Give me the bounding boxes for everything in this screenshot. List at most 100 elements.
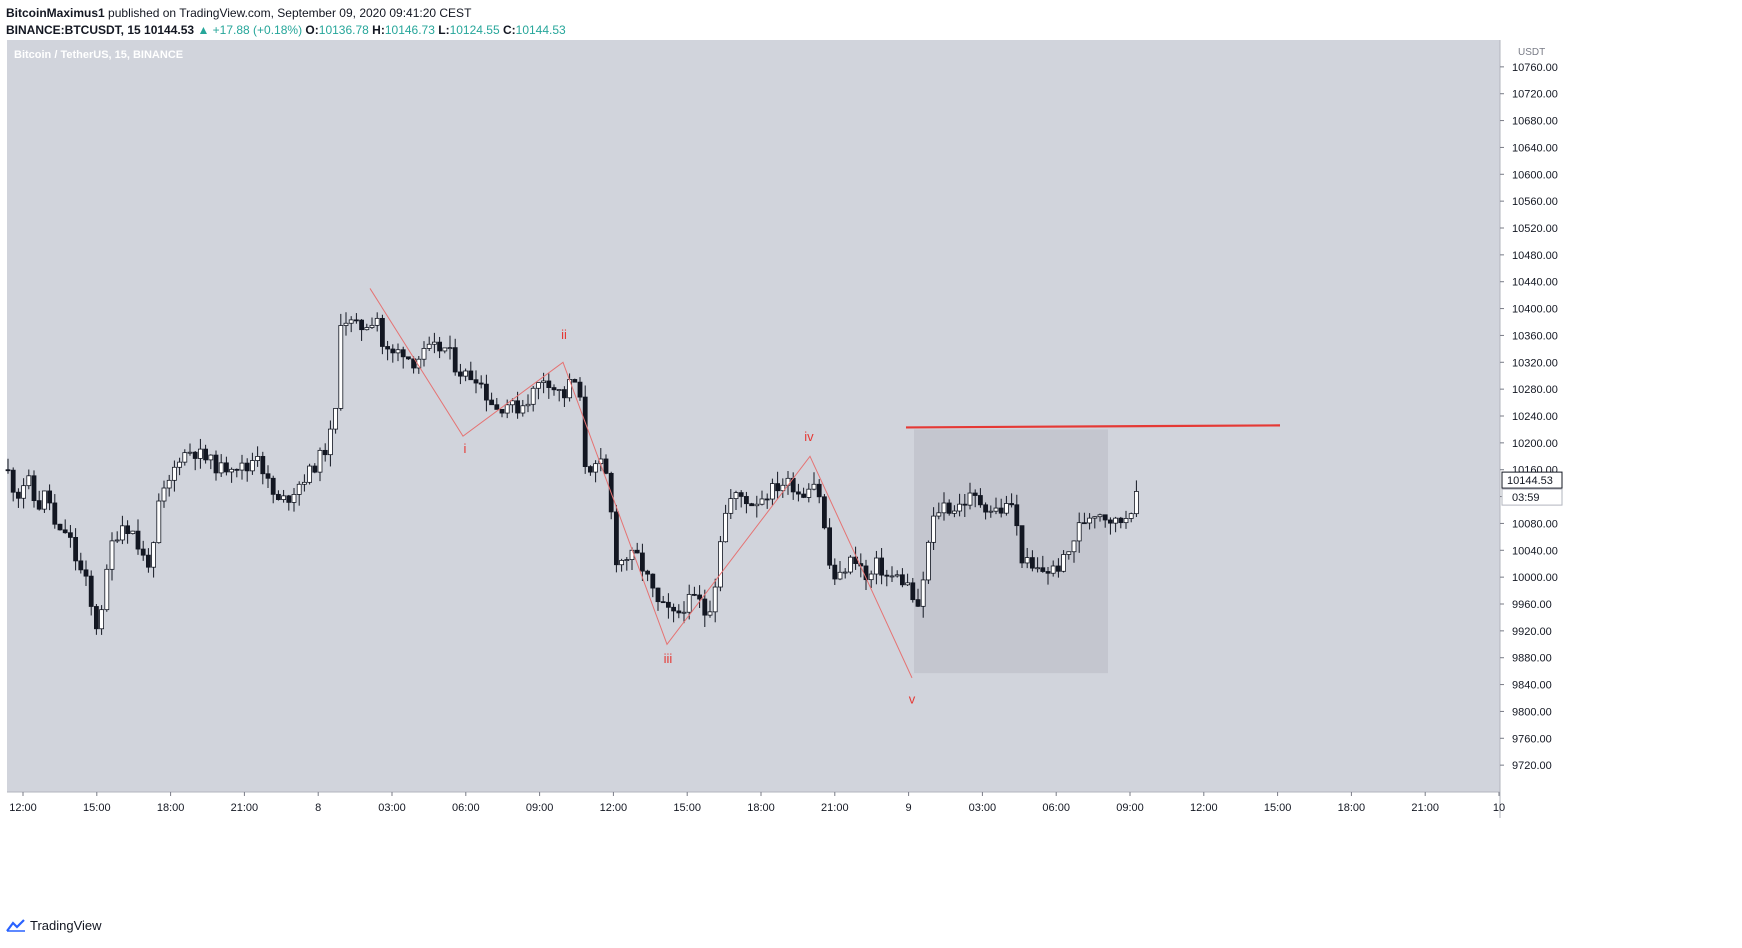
time-tick-label: 18:00 <box>1338 802 1366 814</box>
author-name[interactable]: BitcoinMaximus1 <box>6 6 105 20</box>
time-tick-label: 15:00 <box>1264 802 1292 814</box>
candle-down <box>52 502 58 525</box>
candle-up <box>296 483 302 495</box>
candle-up <box>842 571 848 574</box>
candle-up <box>931 515 936 543</box>
candle-up <box>780 484 786 492</box>
last-price-text: 10144.53 <box>1507 475 1553 487</box>
candle-down <box>972 492 978 496</box>
time-tick-label: 21:00 <box>1411 802 1439 814</box>
candle-down <box>572 379 578 383</box>
candle-down <box>603 458 609 474</box>
candle-up <box>109 540 115 570</box>
price-tick-label: 10000.00 <box>1512 572 1558 584</box>
close-label: C: <box>502 23 516 37</box>
candle-down <box>1040 567 1046 572</box>
candle-down <box>910 582 916 601</box>
candle-down <box>489 399 495 406</box>
candle-up <box>426 343 432 349</box>
candle-down <box>145 554 151 568</box>
candle-up <box>239 462 245 471</box>
candle-down <box>577 381 583 398</box>
candle-up <box>619 560 624 566</box>
candle-down <box>1056 565 1061 572</box>
wave-label-iv: iv <box>804 429 814 444</box>
candle-up <box>1061 554 1066 572</box>
candle-up <box>593 463 598 473</box>
candle-up <box>754 503 760 507</box>
candle-down <box>322 449 328 456</box>
low-value: 10124.55 <box>449 23 500 37</box>
time-tick-label: 03:00 <box>378 802 406 814</box>
candle-down <box>411 358 417 369</box>
price-tick-label: 10400.00 <box>1512 304 1558 316</box>
candle-down <box>650 573 656 589</box>
candle-up <box>255 456 261 461</box>
price-scale[interactable] <box>1500 40 1742 818</box>
candle-down <box>47 490 52 504</box>
wave-label-ii: ii <box>561 327 567 342</box>
candle-up <box>624 559 630 561</box>
last-price-label <box>1501 471 1563 489</box>
candle-down <box>1030 557 1035 569</box>
candle-up <box>509 400 515 406</box>
candle-up <box>104 568 110 611</box>
candle-down <box>15 491 21 499</box>
price-tick-label: 10200.00 <box>1512 438 1558 450</box>
candle-down <box>983 504 988 513</box>
candle-down <box>385 346 391 350</box>
candle-down <box>562 389 567 399</box>
candle-up <box>1024 557 1030 564</box>
price-tick-label: 9720.00 <box>1512 760 1552 772</box>
time-tick-label: 18:00 <box>157 802 185 814</box>
candle-down <box>437 341 443 352</box>
candle-up <box>905 582 910 586</box>
candle-down <box>827 527 832 566</box>
candle-down <box>452 347 458 373</box>
candle-up <box>26 475 32 487</box>
candle-up <box>525 403 531 407</box>
ohlc-legend: BINANCE:BTCUSDT, 15 10144.53 ▲ +17.88 (+… <box>6 23 566 37</box>
candle-down <box>1108 519 1113 524</box>
price-tick-label: 10760.00 <box>1512 62 1558 74</box>
time-tick-label: 12:00 <box>600 802 628 814</box>
candle-down <box>57 523 63 531</box>
candle-up <box>421 348 427 360</box>
price-tick-label: 10360.00 <box>1512 330 1558 342</box>
open-label: O: <box>305 23 319 37</box>
candle-up <box>957 503 962 512</box>
candle-down <box>286 495 292 503</box>
candle-up <box>182 452 188 463</box>
candle-up <box>707 611 713 616</box>
published-text: published on TradingView.com, September … <box>108 6 472 20</box>
candle-up <box>941 502 947 514</box>
candle-down <box>978 495 983 506</box>
time-tick-label: 9 <box>906 802 912 814</box>
candle-up <box>629 549 635 560</box>
candle-down <box>822 496 827 529</box>
candle-up <box>1066 551 1072 555</box>
candle-up <box>1087 517 1092 524</box>
price-tick-label: 10480.00 <box>1512 250 1558 262</box>
resistance-line[interactable] <box>905 424 1281 429</box>
wave-label-iii: iii <box>664 651 673 666</box>
candle-up <box>874 557 879 575</box>
countdown-text: 03:59 <box>1512 492 1540 504</box>
candle-down <box>62 529 68 534</box>
price-tick-label: 10520.00 <box>1512 223 1558 235</box>
candle-down <box>353 319 359 322</box>
candle-up <box>718 541 723 588</box>
candle-down <box>582 396 588 468</box>
candle-up <box>806 488 812 498</box>
candle-up <box>463 370 469 377</box>
candle-down <box>468 370 474 381</box>
candle-up <box>770 483 775 500</box>
candle-down <box>546 380 552 388</box>
candle-up <box>177 461 183 468</box>
candle-up <box>348 319 354 324</box>
candle-down <box>900 574 905 586</box>
candle-up <box>431 341 437 345</box>
candle-down <box>796 491 801 495</box>
candle-up <box>723 512 728 543</box>
